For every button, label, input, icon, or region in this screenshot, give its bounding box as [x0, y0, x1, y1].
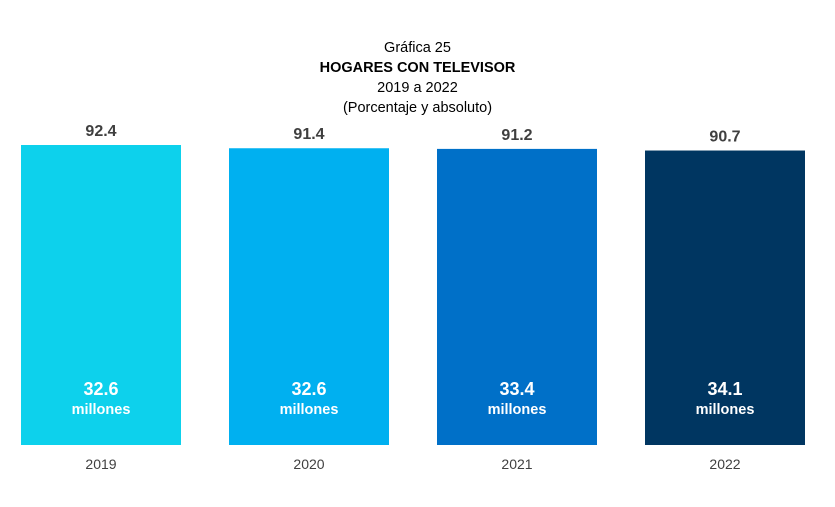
- x-tick-label-2021: 2021: [501, 456, 532, 472]
- absolute-unit-2020: millones: [280, 402, 339, 418]
- bar-2022: [645, 150, 805, 446]
- value-label-2021: 91.2: [501, 127, 532, 144]
- bar-2020: [229, 148, 389, 445]
- value-label-2022: 90.7: [709, 129, 740, 146]
- bar-2021: [437, 148, 597, 445]
- absolute-label-2019: 32.6: [83, 379, 118, 399]
- x-tick-label-2019: 2019: [85, 456, 116, 472]
- chart-subtitle: 2019 a 2022: [377, 80, 458, 96]
- chart-title: HOGARES CON TELEVISOR: [319, 60, 516, 76]
- absolute-unit-2021: millones: [488, 402, 547, 418]
- absolute-unit-2019: millones: [72, 402, 131, 418]
- x-tick-label-2022: 2022: [709, 456, 740, 472]
- absolute-label-2022: 34.1: [707, 379, 742, 399]
- chart-subtitle-units: (Porcentaje y absoluto): [342, 100, 493, 116]
- absolute-unit-2022: millones: [696, 402, 755, 418]
- absolute-label-2021: 33.4: [499, 379, 534, 399]
- chart-number: Gráfica 25: [384, 40, 451, 56]
- x-tick-label-2020: 2020: [293, 456, 324, 472]
- value-label-2019: 92.4: [85, 123, 116, 140]
- value-label-2020: 91.4: [293, 126, 324, 143]
- bar-2019: [21, 145, 181, 445]
- absolute-label-2020: 32.6: [291, 379, 326, 399]
- chart-title-block: Gráfica 25 HOGARES CON TELEVISOR 2019 a …: [0, 38, 835, 118]
